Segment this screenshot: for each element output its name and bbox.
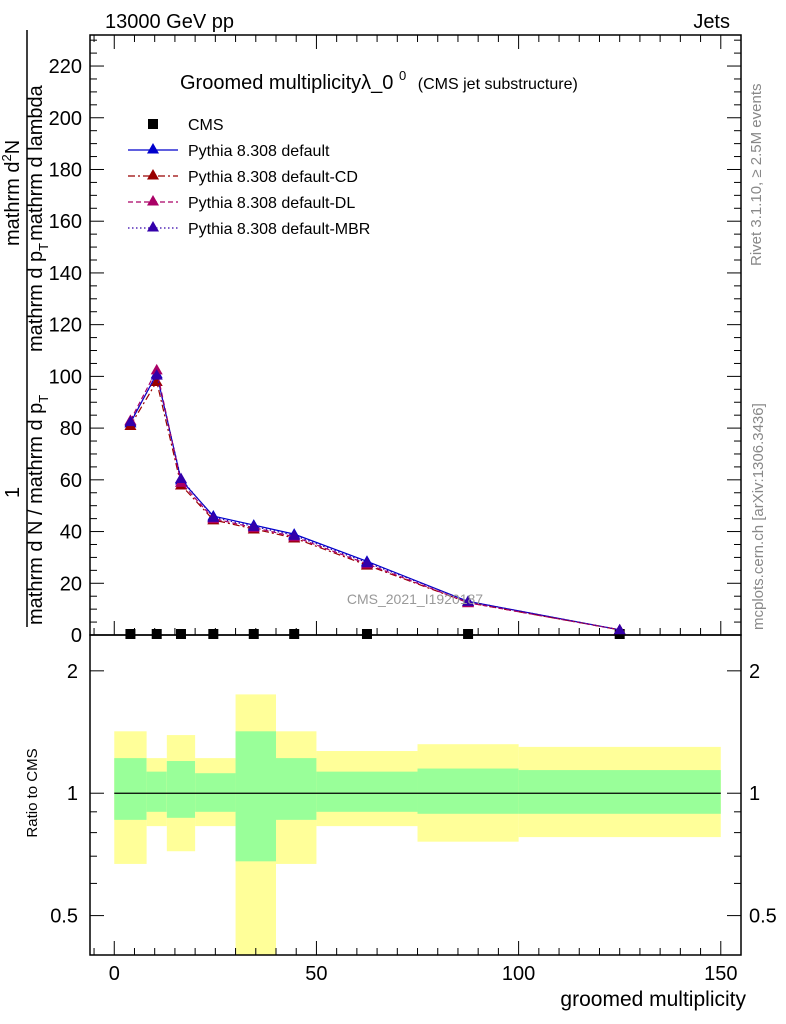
- ratio-y-tick-label-right: 0.5: [749, 906, 777, 928]
- data-point-3: [208, 629, 219, 639]
- series-line-4: [129, 373, 620, 631]
- series-4-point-6: [360, 556, 373, 568]
- ratio-y-tick-label-left: 2: [67, 661, 78, 683]
- ratio-y-axis-title: Ratio to CMS: [24, 748, 41, 837]
- main-plot: 0 20 40 60 80 100 120 140 160 180 200 220: [49, 34, 742, 647]
- ratio-y-tick-label-left: 0.5: [50, 906, 78, 928]
- analysis-watermark: CMS_2021_I1920187: [347, 591, 483, 607]
- legend-marker-3: [147, 195, 159, 206]
- legend-marker-0: [148, 119, 158, 129]
- y-title-right-numerator-text: mathrm d: [2, 162, 24, 246]
- rivet-label: Rivet 3.1.10, ≥ 2.5M events: [748, 84, 765, 267]
- y-title-right-numerator-n: N: [2, 140, 24, 154]
- chart-title-suffix: (CMS jet substructure): [418, 76, 578, 93]
- x-tick-label: 100: [502, 963, 535, 985]
- data-point-0: [125, 629, 136, 639]
- x-tick-label: 150: [704, 963, 737, 985]
- y-title-right-numerator: mathrm d2N: [0, 140, 24, 246]
- x-axis-title: groomed multiplicity: [560, 988, 746, 1011]
- y-title-denominator-text: mathrm d p: [25, 251, 47, 352]
- ratio-y-tick-label-right: 1: [749, 783, 760, 805]
- header-right-label: Jets: [693, 11, 730, 33]
- series-4-point-3: [207, 511, 220, 522]
- ratio-y-tick-label-left: 1: [67, 783, 78, 805]
- data-point-5: [289, 629, 300, 639]
- y-tick-label: 0: [71, 625, 82, 647]
- green-band-3: [195, 773, 236, 812]
- y-title-one: 1: [2, 487, 24, 498]
- green-band-2: [166, 761, 196, 818]
- ratio-y-tick-label-right: 2: [749, 661, 760, 683]
- y-tick-label: 100: [49, 366, 82, 388]
- mcplots-label: mcplots.cern.ch [arXiv:1306.3436]: [750, 403, 767, 630]
- legend-marker-2: [147, 169, 159, 180]
- data-point-4: [248, 629, 259, 639]
- data-point-6: [361, 629, 372, 639]
- green-band-1: [146, 771, 167, 812]
- y-title-denominator-sub: T: [36, 243, 51, 251]
- green-band-8: [518, 770, 721, 814]
- x-tick-label: 0: [109, 963, 120, 985]
- series-4-point-1: [150, 369, 163, 380]
- chart-title-sup: 0: [399, 68, 406, 83]
- ratio-frame: [89, 634, 742, 956]
- legend-label-3: Pythia 8.308 default-DL: [188, 195, 355, 212]
- y-tick-label: 160: [49, 211, 82, 233]
- y-tick-label: 40: [60, 522, 82, 544]
- series-4-point-0: [124, 415, 137, 427]
- y-tick-label: 60: [60, 470, 82, 492]
- series-4-point-4: [247, 520, 260, 531]
- y-title-right-numerator-sup: 2: [0, 154, 14, 161]
- y-title-left-numerator-sub: T: [36, 395, 51, 403]
- legend-marker-1: [147, 143, 159, 154]
- legend-label-1: Pythia 8.308 default: [188, 143, 330, 160]
- data-point-1: [151, 629, 162, 639]
- x-tick-label: 50: [305, 963, 327, 985]
- green-band-4: [235, 731, 276, 862]
- y-tick-label: 140: [49, 263, 82, 285]
- green-band-0: [114, 758, 147, 820]
- y-tick-label: 180: [49, 159, 82, 181]
- green-band-5: [276, 758, 317, 820]
- y-tick-label: 20: [60, 573, 82, 595]
- series-4-point-5: [288, 529, 301, 540]
- y-title-denominator: mathrm d pTmathrm d lambda: [25, 84, 51, 352]
- ratio-plot: 0 50 100 150 0.5 0.5 1 1 2 2: [50, 634, 777, 985]
- chart-title: Groomed multiplicityλ_0 0 (CMS jet subst…: [180, 63, 578, 94]
- y-title-left-numerator: mathrm d N / mathrm d pT: [25, 395, 51, 625]
- series-2-point-1: [150, 375, 163, 387]
- y-tick-label: 220: [49, 56, 82, 78]
- legend: CMS Pythia 8.308 default Pythia 8.308 defa…: [128, 117, 370, 238]
- series-4-point-8: [613, 623, 626, 635]
- green-band-7: [417, 768, 519, 814]
- legend-marker-4: [147, 221, 159, 232]
- chart-title-main: Groomed multiplicityλ_0: [180, 72, 393, 94]
- header-left-label: 13000 GeV pp: [105, 11, 234, 33]
- legend-label-4: Pythia 8.308 default-MBR: [188, 221, 370, 238]
- y-tick-label: 120: [49, 315, 82, 337]
- y-tick-label: 200: [49, 108, 82, 130]
- series-4-point-2: [174, 472, 187, 484]
- series-4-point-7: [462, 595, 475, 606]
- legend-label-0: CMS: [188, 117, 224, 134]
- y-axis-title: 1 mathrm d N / mathrm d pT mathrm d2N ma…: [0, 30, 51, 627]
- green-band-6: [316, 771, 418, 812]
- y-tick-label: 80: [60, 418, 82, 440]
- y-title-denominator-rest: mathrm d lambda: [25, 84, 47, 240]
- y-title-left-numerator-text: mathrm d N / mathrm d p: [25, 403, 47, 625]
- data-point-2: [175, 629, 186, 639]
- legend-label-2: Pythia 8.308 default-CD: [188, 169, 358, 186]
- data-point-7: [463, 629, 474, 639]
